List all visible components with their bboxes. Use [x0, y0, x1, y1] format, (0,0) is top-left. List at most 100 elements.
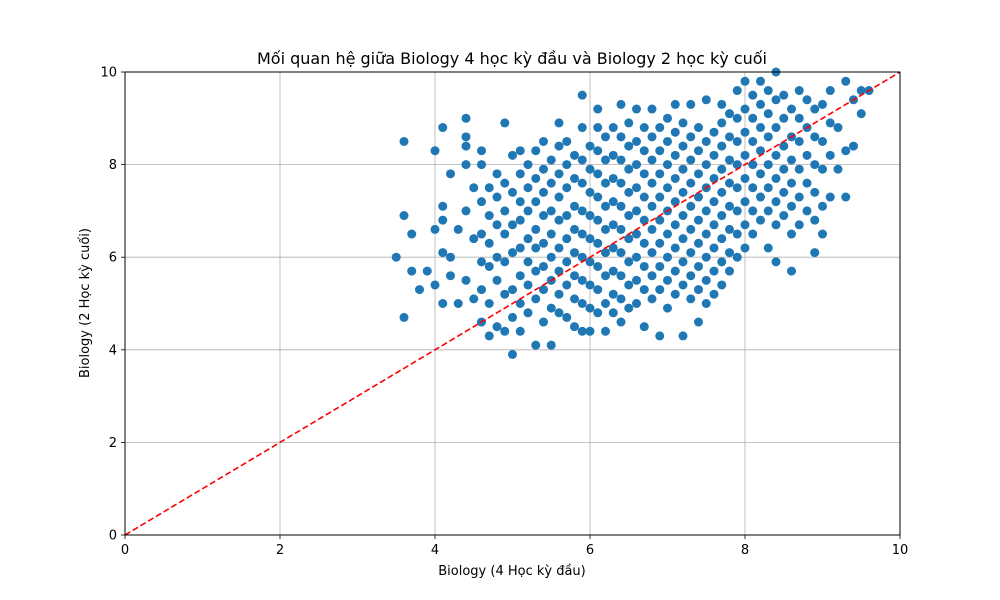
- data-point: [686, 271, 696, 281]
- data-point: [608, 243, 618, 253]
- data-point: [779, 90, 789, 100]
- data-point: [546, 155, 556, 165]
- data-point: [686, 201, 696, 211]
- data-point: [740, 76, 750, 86]
- plot-area-frame: [124, 71, 901, 536]
- data-point: [686, 132, 696, 142]
- data-point: [608, 308, 618, 318]
- data-point: [492, 275, 502, 285]
- data-point: [725, 178, 734, 188]
- data-point: [632, 252, 641, 262]
- data-point: [585, 234, 595, 244]
- data-point: [670, 127, 680, 137]
- data-point: [601, 178, 610, 188]
- data-point: [453, 299, 463, 308]
- data-point: [624, 234, 634, 244]
- data-point: [748, 160, 758, 170]
- data-point: [585, 326, 595, 336]
- data-point: [732, 206, 742, 216]
- data-point: [585, 303, 595, 313]
- data-point: [670, 150, 680, 160]
- data-point: [477, 146, 486, 156]
- data-point: [678, 280, 688, 290]
- data-point: [678, 118, 688, 128]
- data-point: [608, 197, 618, 207]
- data-point: [577, 252, 587, 262]
- data-point: [639, 192, 649, 202]
- data-point: [655, 192, 665, 202]
- data-point: [802, 95, 812, 105]
- data-point: [508, 187, 517, 197]
- data-point: [438, 123, 448, 133]
- data-point: [593, 238, 603, 248]
- data-point: [508, 150, 517, 160]
- data-point: [515, 197, 525, 207]
- x-axis-label: Biology (4 Học kỳ đầu): [438, 564, 586, 579]
- data-point: [616, 201, 626, 211]
- data-point: [771, 173, 781, 183]
- data-point: [663, 183, 672, 193]
- data-point: [624, 280, 634, 290]
- data-point: [608, 289, 618, 299]
- data-point: [639, 285, 649, 295]
- data-point: [500, 206, 510, 216]
- data-point: [678, 234, 688, 244]
- data-point: [430, 146, 440, 156]
- data-point: [508, 285, 517, 295]
- data-point: [647, 248, 657, 258]
- data-point: [787, 229, 796, 239]
- data-point: [601, 299, 610, 308]
- data-point: [632, 183, 641, 193]
- data-point: [492, 192, 502, 202]
- data-point: [763, 109, 773, 119]
- data-point: [577, 178, 587, 188]
- data-point: [523, 160, 533, 170]
- data-point: [593, 308, 603, 318]
- data-point: [562, 312, 572, 322]
- data-point: [740, 220, 750, 230]
- data-point: [686, 224, 696, 234]
- data-point: [461, 141, 471, 151]
- data-point: [484, 331, 494, 341]
- data-point: [794, 192, 804, 202]
- data-point: [531, 173, 541, 183]
- data-point: [686, 178, 696, 188]
- data-point: [446, 252, 455, 262]
- data-point: [570, 173, 579, 183]
- data-point: [546, 340, 556, 350]
- data-point: [771, 257, 781, 267]
- data-point: [539, 164, 548, 174]
- data-point: [539, 317, 548, 327]
- y-tick-label: 8: [109, 158, 117, 173]
- data-point: [717, 164, 727, 174]
- data-point: [732, 86, 742, 96]
- data-point: [624, 187, 634, 197]
- y-axis-label: Biology (2 Học kỳ cuối): [78, 228, 93, 378]
- data-point: [601, 271, 610, 281]
- data-point: [663, 160, 672, 170]
- data-point: [655, 215, 665, 225]
- data-point: [771, 95, 781, 105]
- data-point: [825, 192, 835, 202]
- data-point: [639, 123, 649, 133]
- data-point: [632, 160, 641, 170]
- data-point: [663, 275, 672, 285]
- data-point: [477, 160, 486, 170]
- data-point: [787, 266, 796, 276]
- data-point: [694, 285, 703, 295]
- data-point: [833, 164, 843, 174]
- data-point: [430, 280, 440, 290]
- data-point: [763, 160, 773, 170]
- data-point: [670, 289, 680, 299]
- data-point: [787, 178, 796, 188]
- data-point: [453, 224, 463, 234]
- data-point: [663, 136, 672, 146]
- data-point: [593, 215, 603, 225]
- data-point: [601, 155, 610, 165]
- data-point: [399, 211, 409, 221]
- data-point: [391, 252, 401, 262]
- data-point: [601, 224, 610, 234]
- data-point: [818, 99, 827, 109]
- data-point: [399, 136, 409, 146]
- data-point: [562, 183, 572, 193]
